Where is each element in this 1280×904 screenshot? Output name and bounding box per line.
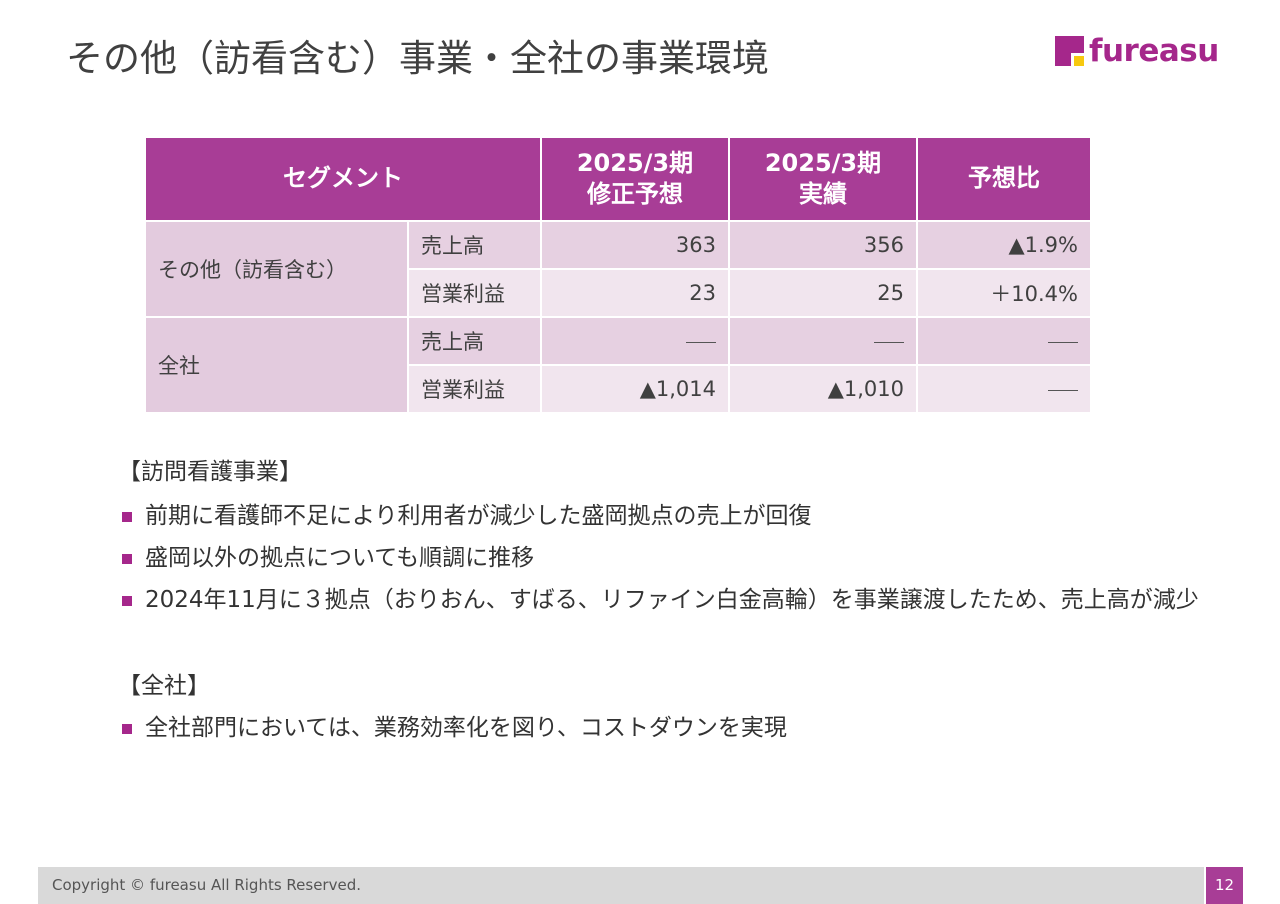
section-heading-company: 【全社】 bbox=[118, 673, 210, 699]
dash-value bbox=[686, 341, 716, 343]
forecast-value: ▲1,014 bbox=[542, 366, 730, 414]
header-forecast: 2025/3期 修正予想 bbox=[542, 138, 730, 222]
table-row: その他（訪看含む） 売上高 363 356 ▲1.9% bbox=[146, 222, 1092, 318]
bullet-item: 前期に看護師不足により利用者が減少した盛岡拠点の売上が回復 bbox=[118, 502, 1199, 530]
table-row: 全社 売上高 bbox=[146, 318, 1092, 414]
bullet-text: 盛岡以外の拠点についても順調に推移 bbox=[145, 545, 535, 571]
bullet-text: 前期に看護師不足により利用者が減少した盛岡拠点の売上が回復 bbox=[145, 503, 812, 529]
header-actual: 2025/3期 実績 bbox=[730, 138, 918, 222]
header-ratio: 予想比 bbox=[918, 138, 1092, 222]
forecast-value: 23 bbox=[542, 270, 730, 318]
dash-value bbox=[874, 341, 904, 343]
fureasu-logo: fureasu bbox=[1055, 34, 1219, 68]
header-actual-period: 2025/3期 bbox=[764, 148, 882, 177]
ratio-value bbox=[918, 366, 1092, 414]
dash-value bbox=[1048, 389, 1078, 391]
forecast-value: 363 bbox=[542, 222, 730, 270]
table-row: 営業利益 ▲1,014 ▲1,010 bbox=[146, 366, 1092, 414]
bullet-item: 盛岡以外の拠点についても順調に推移 bbox=[118, 544, 1199, 572]
notes-section: 【訪問看護事業】 前期に看護師不足により利用者が減少した盛岡拠点の売上が回復 盛… bbox=[118, 458, 1199, 742]
page-number: 12 bbox=[1206, 867, 1243, 904]
logo-text: fureasu bbox=[1089, 32, 1219, 69]
logo-mark-icon bbox=[1055, 36, 1084, 66]
forecast-value bbox=[542, 318, 730, 366]
segment-name: 全社 bbox=[146, 318, 409, 414]
segment-table: セグメント 2025/3期 修正予想 2025/3期 実績 予想比 その他（訪看… bbox=[146, 138, 1092, 414]
bullet-square-icon bbox=[122, 512, 132, 522]
ratio-value: ▲1.9% bbox=[918, 222, 1092, 270]
actual-value: 356 bbox=[730, 222, 918, 270]
footer-copyright: Copyright © fureasu All Rights Reserved. bbox=[38, 867, 1204, 904]
row-item: 売上高 bbox=[409, 222, 542, 270]
bullet-square-icon bbox=[122, 554, 132, 564]
bullet-item: 2024年11月に３拠点（おりおん、すばる、リファイン白金高輪）を事業譲渡したた… bbox=[118, 586, 1199, 614]
ratio-value: ＋10.4% bbox=[918, 270, 1092, 318]
bullet-square-icon bbox=[122, 596, 132, 606]
header-actual-label: 実績 bbox=[799, 180, 847, 208]
bullet-item: 全社部門においては、業務効率化を図り、コストダウンを実現 bbox=[118, 714, 1199, 742]
header-forecast-label: 修正予想 bbox=[587, 180, 683, 208]
row-item: 営業利益 bbox=[409, 270, 542, 318]
header-segment: セグメント bbox=[146, 138, 542, 222]
page-title: その他（訪看含む）事業・全社の事業環境 bbox=[66, 37, 769, 80]
actual-value: ▲1,010 bbox=[730, 366, 918, 414]
ratio-value bbox=[918, 318, 1092, 366]
actual-value bbox=[730, 318, 918, 366]
bullet-text: 全社部門においては、業務効率化を図り、コストダウンを実現 bbox=[145, 715, 787, 741]
actual-value: 25 bbox=[730, 270, 918, 318]
bullet-square-icon bbox=[122, 724, 132, 734]
row-item: 売上高 bbox=[409, 318, 542, 366]
table-header-row: セグメント 2025/3期 修正予想 2025/3期 実績 予想比 bbox=[146, 138, 1092, 222]
segment-name: その他（訪看含む） bbox=[146, 222, 409, 318]
row-item: 営業利益 bbox=[409, 366, 542, 414]
section-heading-home-nursing: 【訪問看護事業】 bbox=[118, 459, 302, 485]
header-forecast-period: 2025/3期 bbox=[576, 148, 694, 177]
table-row: 営業利益 23 25 ＋10.4% bbox=[146, 270, 1092, 318]
dash-value bbox=[1048, 341, 1078, 343]
bullet-text: 2024年11月に３拠点（おりおん、すばる、リファイン白金高輪）を事業譲渡したた… bbox=[145, 587, 1199, 613]
